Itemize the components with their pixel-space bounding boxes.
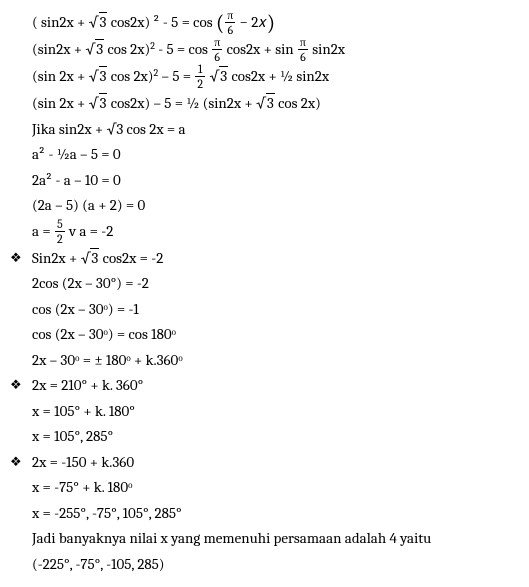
math-line-11: 2cos (2x – 30°) = -2	[32, 271, 519, 297]
math-line-12: cos (2x – 30ᵒ) = -1	[32, 297, 519, 323]
math-line-13: cos (2x – 30ᵒ) = cos 180ᵒ	[32, 322, 519, 348]
math-line-4: (sin 2x + 3 cos2x) – 5 = ½ (sin2x + 3 co…	[32, 91, 519, 117]
math-line-21: Jadi banyaknya nilai x yang memenuhi per…	[32, 526, 519, 552]
math-line-5: Jika sin2x + √3 cos 2x = a	[32, 117, 519, 143]
math-line-15: 2x = 210° + k. 360°	[32, 373, 519, 399]
math-line-2: (sin2x + 3 cos 2x)2 - 5 = cos π6 cos2x +…	[32, 37, 519, 64]
math-line-10: Sin2x + 3 cos2x = -2	[32, 246, 519, 272]
math-line-16: x = 105° + k. 180°	[32, 399, 519, 425]
math-line-3: (sin 2x + 3 cos 2x)2 – 5 = 12 3 cos2x + …	[32, 64, 519, 91]
math-line-22: (-225°, -75°, -105, 285)	[32, 552, 519, 578]
math-line-9: a = 52 v a = -2	[32, 219, 519, 246]
math-line-1: ( sin2x + 3 cos2x) ² - 5 = cos (π6 − 2𝑥)	[32, 10, 519, 37]
math-line-6: a² - ½a – 5 = 0	[32, 142, 519, 168]
math-line-18: 2x = -150 + k.360	[32, 450, 519, 476]
math-line-8: (2a – 5) (a + 2) = 0	[32, 193, 519, 219]
math-line-19: x = -75° + k. 180ᵒ	[32, 475, 519, 501]
math-line-20: x = -255°, -75°, 105°, 285°	[32, 501, 519, 527]
math-line-7: 2a² - a – 10 = 0	[32, 168, 519, 194]
math-line-14: 2x – 30ᵒ = ± 180ᵒ + k.360ᵒ	[32, 348, 519, 374]
math-line-17: x = 105°, 285°	[32, 424, 519, 450]
